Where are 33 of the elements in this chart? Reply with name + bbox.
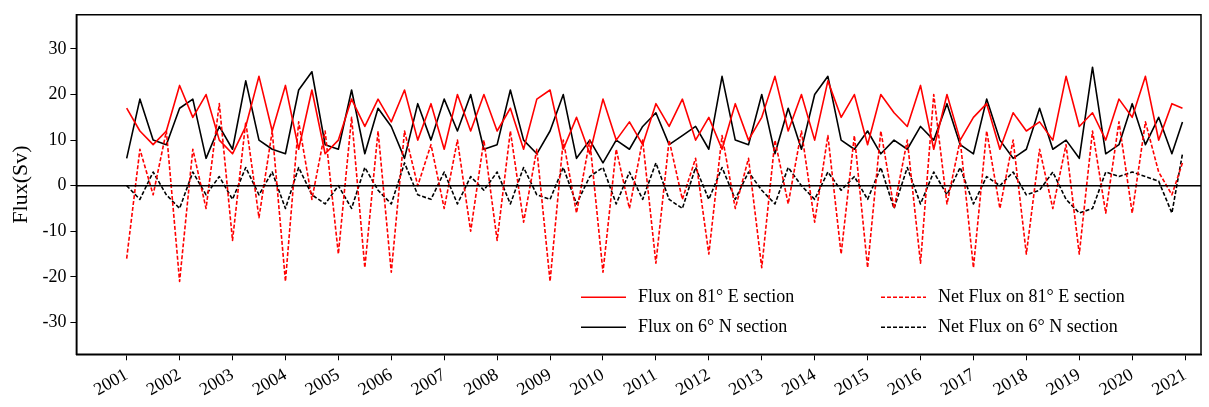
x-tick-label: 2016 xyxy=(883,363,925,400)
y-tick-label: -20 xyxy=(42,265,67,286)
legend-label: Net Flux on 81° E section xyxy=(938,286,1125,307)
legend-label: Net Flux on 6° N section xyxy=(938,316,1118,337)
x-tick-label: 2006 xyxy=(354,363,396,400)
legend-label: Flux on 6° N section xyxy=(638,316,788,337)
y-tick-label: 10 xyxy=(48,128,67,149)
x-tick-label: 2013 xyxy=(724,363,767,400)
x-tick-label: 2005 xyxy=(301,363,343,400)
legend-label: Flux on 81° E section xyxy=(638,286,795,307)
x-tick-label: 2002 xyxy=(142,363,184,400)
x-tick-label: 2007 xyxy=(407,363,449,400)
x-tick-label: 2020 xyxy=(1095,363,1137,400)
y-axis-title: Flux(Sv) xyxy=(6,145,32,224)
x-tick-label: 2010 xyxy=(566,363,608,400)
x-tick-label: 2009 xyxy=(513,363,555,400)
x-tick-label: 2019 xyxy=(1042,363,1084,400)
x-tick-label: 2018 xyxy=(989,363,1031,400)
x-tick-label: 2015 xyxy=(830,363,872,400)
x-tick-label: 2004 xyxy=(248,363,290,400)
x-tick-label: 2017 xyxy=(936,363,978,400)
x-tick-label: 2011 xyxy=(619,363,661,399)
x-tick-label: 2021 xyxy=(1148,363,1190,400)
y-tick-label: 20 xyxy=(48,83,67,104)
y-tick-label: -10 xyxy=(42,219,67,240)
x-tick-label: 2012 xyxy=(672,363,714,400)
x-tick-label: 2008 xyxy=(460,363,502,400)
y-tick-label: 0 xyxy=(57,174,67,195)
x-tick-label: 2001 xyxy=(89,363,132,400)
y-tick-label: -30 xyxy=(42,311,67,332)
y-tick-label: 30 xyxy=(48,37,67,58)
x-tick-label: 2014 xyxy=(777,363,820,400)
x-tick-label: 2003 xyxy=(195,363,237,400)
